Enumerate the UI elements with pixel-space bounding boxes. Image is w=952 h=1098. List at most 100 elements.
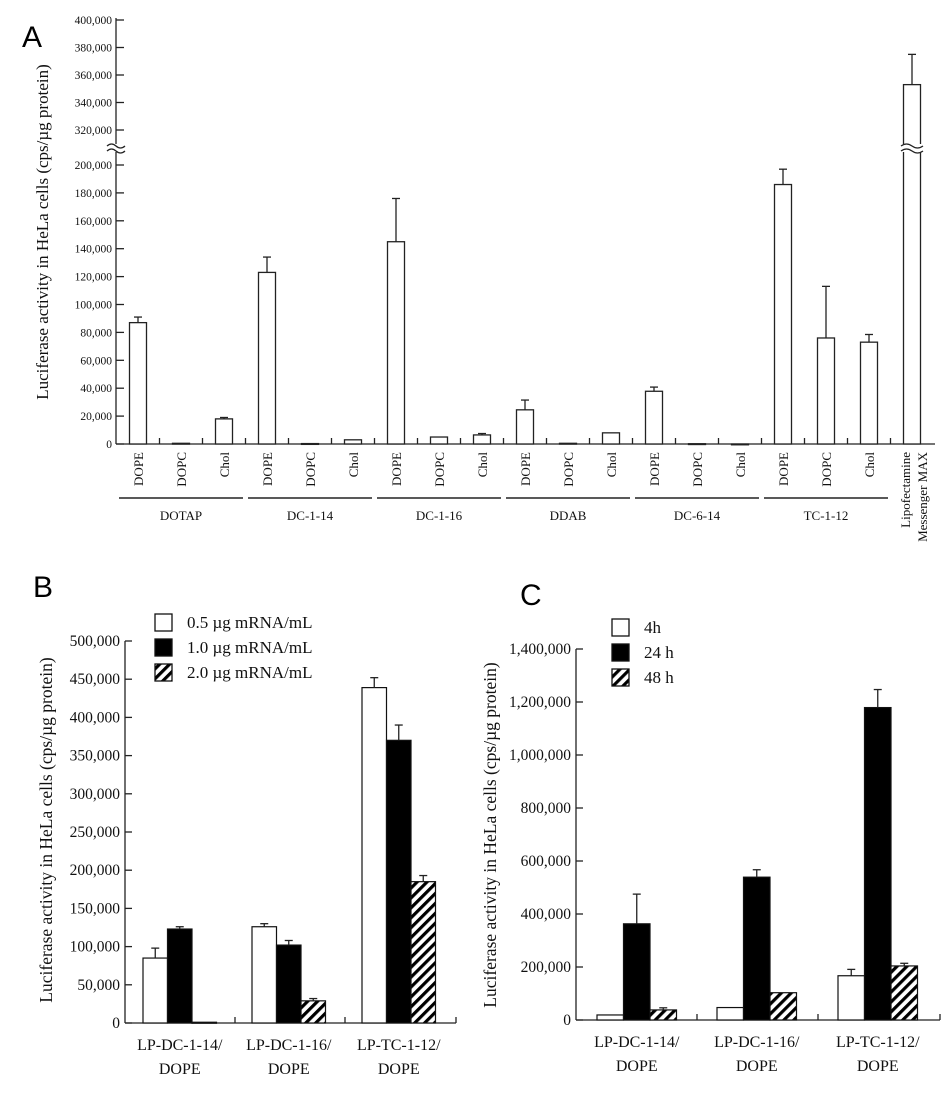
- y-tick-label: 380,000: [75, 43, 113, 55]
- y-tick-label: 140,000: [75, 244, 113, 256]
- bar: [385, 739, 412, 1024]
- bar: [361, 687, 388, 1024]
- category-label: Chol: [604, 452, 619, 478]
- y-tick-label: 1,200,000: [509, 694, 571, 711]
- bar: [596, 1014, 625, 1021]
- y-axis-label: Luciferase activity in HeLa cells (cps/µ…: [480, 662, 500, 1008]
- y-tick-label: 450,000: [70, 671, 121, 688]
- bar: [142, 957, 169, 1024]
- y-tick-label: 180,000: [75, 188, 113, 200]
- bar: [863, 706, 892, 1021]
- bar: [859, 341, 879, 445]
- y-tick-label: 0: [106, 439, 112, 451]
- bar: [171, 442, 191, 445]
- bar: [644, 390, 664, 445]
- category-label: DOPE: [736, 1058, 778, 1075]
- y-tick-label: 800,000: [521, 800, 572, 817]
- category-label: LP-DC-1-16/: [714, 1034, 800, 1051]
- bar: [601, 432, 621, 445]
- bar: [472, 434, 492, 445]
- legend-label: 2.0 µg mRNA/mL: [187, 663, 313, 682]
- y-tick-label: 0: [112, 1015, 120, 1032]
- category-label: DOPE: [389, 452, 404, 486]
- legend-swatch: [611, 618, 630, 637]
- bar: [429, 436, 449, 445]
- category-label: DOPE: [159, 1061, 201, 1078]
- bar: [773, 183, 793, 445]
- bar: [410, 881, 437, 1024]
- y-tick-label: 0: [563, 1012, 571, 1029]
- y-tick-label: 400,000: [70, 709, 121, 726]
- category-label: DOPE: [268, 1061, 310, 1078]
- y-tick-label: 120,000: [75, 272, 113, 284]
- y-tick-label: 350,000: [70, 748, 121, 765]
- legend-label: 24 h: [644, 643, 674, 662]
- bar: [687, 443, 707, 446]
- y-tick-label: 80,000: [80, 327, 112, 339]
- bar: [343, 439, 363, 445]
- bar: [837, 975, 866, 1021]
- category-label: LP-DC-1-16/: [246, 1037, 332, 1054]
- y-tick-label: 160,000: [75, 216, 113, 228]
- bar-control: [902, 83, 922, 445]
- axis-break-icon: [106, 143, 126, 154]
- panel-a: A 0 20,000 40,000 60,000 80,000 100,000 120,000…: [22, 15, 935, 542]
- y-axis-label: Luciferase activity in HeLa cells (cps/µ…: [33, 64, 52, 400]
- category-label: DOPE: [131, 452, 146, 486]
- category-label: Chol: [475, 452, 490, 478]
- category-label: DOPC: [432, 452, 447, 487]
- category-label: DOPE: [616, 1058, 658, 1075]
- bar: [558, 442, 578, 445]
- category-label: DOPE: [776, 452, 791, 486]
- y-tick-label: 40,000: [80, 383, 112, 395]
- category-label: DOPE: [647, 452, 662, 486]
- panel-label: A: [22, 21, 42, 54]
- y-tick-label: 320,000: [75, 125, 113, 137]
- bar: [730, 443, 750, 446]
- y-tick-label: 400,000: [75, 15, 113, 27]
- y-tick-label: 50,000: [77, 977, 120, 994]
- category-label: DOPE: [378, 1061, 420, 1078]
- y-axis-label: Luciferase activity in HeLa cells (cps/µ…: [36, 657, 56, 1003]
- category-label: Chol: [733, 452, 748, 478]
- bar: [742, 876, 771, 1021]
- category-label: LP-TC-1-12/: [357, 1037, 441, 1054]
- control-label: Lipofectamine: [898, 452, 913, 528]
- y-tick-label: 400,000: [521, 906, 572, 923]
- legend-swatch: [154, 663, 173, 682]
- legend-label: 0.5 µg mRNA/mL: [187, 613, 313, 632]
- y-tick-label: 60,000: [80, 355, 112, 367]
- panel-b: B 0 50,000 100,000 150,000 200,000 250,000 300,…: [33, 571, 457, 1078]
- category-label: DOPE: [518, 452, 533, 486]
- legend-label: 48 h: [644, 668, 674, 687]
- bar-break-icon: [900, 143, 924, 154]
- category-label: LP-DC-1-14/: [137, 1037, 223, 1054]
- bar: [515, 409, 535, 445]
- bar: [769, 992, 798, 1021]
- y-tick-label: 500,000: [70, 633, 121, 650]
- category-label: DOPE: [260, 452, 275, 486]
- legend-label: 4h: [644, 618, 662, 637]
- y-tick-label: 1,000,000: [509, 747, 571, 764]
- y-tick-label: 340,000: [75, 98, 113, 110]
- bar: [257, 271, 277, 445]
- bar: [275, 944, 302, 1024]
- bar: [716, 1006, 745, 1021]
- legend-label: 1.0 µg mRNA/mL: [187, 638, 313, 657]
- group-label: DC-1-16: [416, 508, 463, 523]
- bar: [128, 321, 148, 445]
- bar: [300, 442, 320, 446]
- bar: [300, 1000, 327, 1024]
- category-label: Chol: [217, 452, 232, 478]
- bar: [214, 418, 234, 445]
- y-tick-label: 200,000: [75, 160, 113, 172]
- y-tick-label: 600,000: [521, 853, 572, 870]
- bar: [622, 923, 651, 1021]
- category-label: Chol: [346, 452, 361, 478]
- control-label: Messenger MAX: [915, 451, 930, 542]
- category-label: DOPC: [690, 452, 705, 487]
- category-label: DOPC: [174, 452, 189, 487]
- y-tick-label: 360,000: [75, 70, 113, 82]
- legend-swatch: [611, 668, 630, 687]
